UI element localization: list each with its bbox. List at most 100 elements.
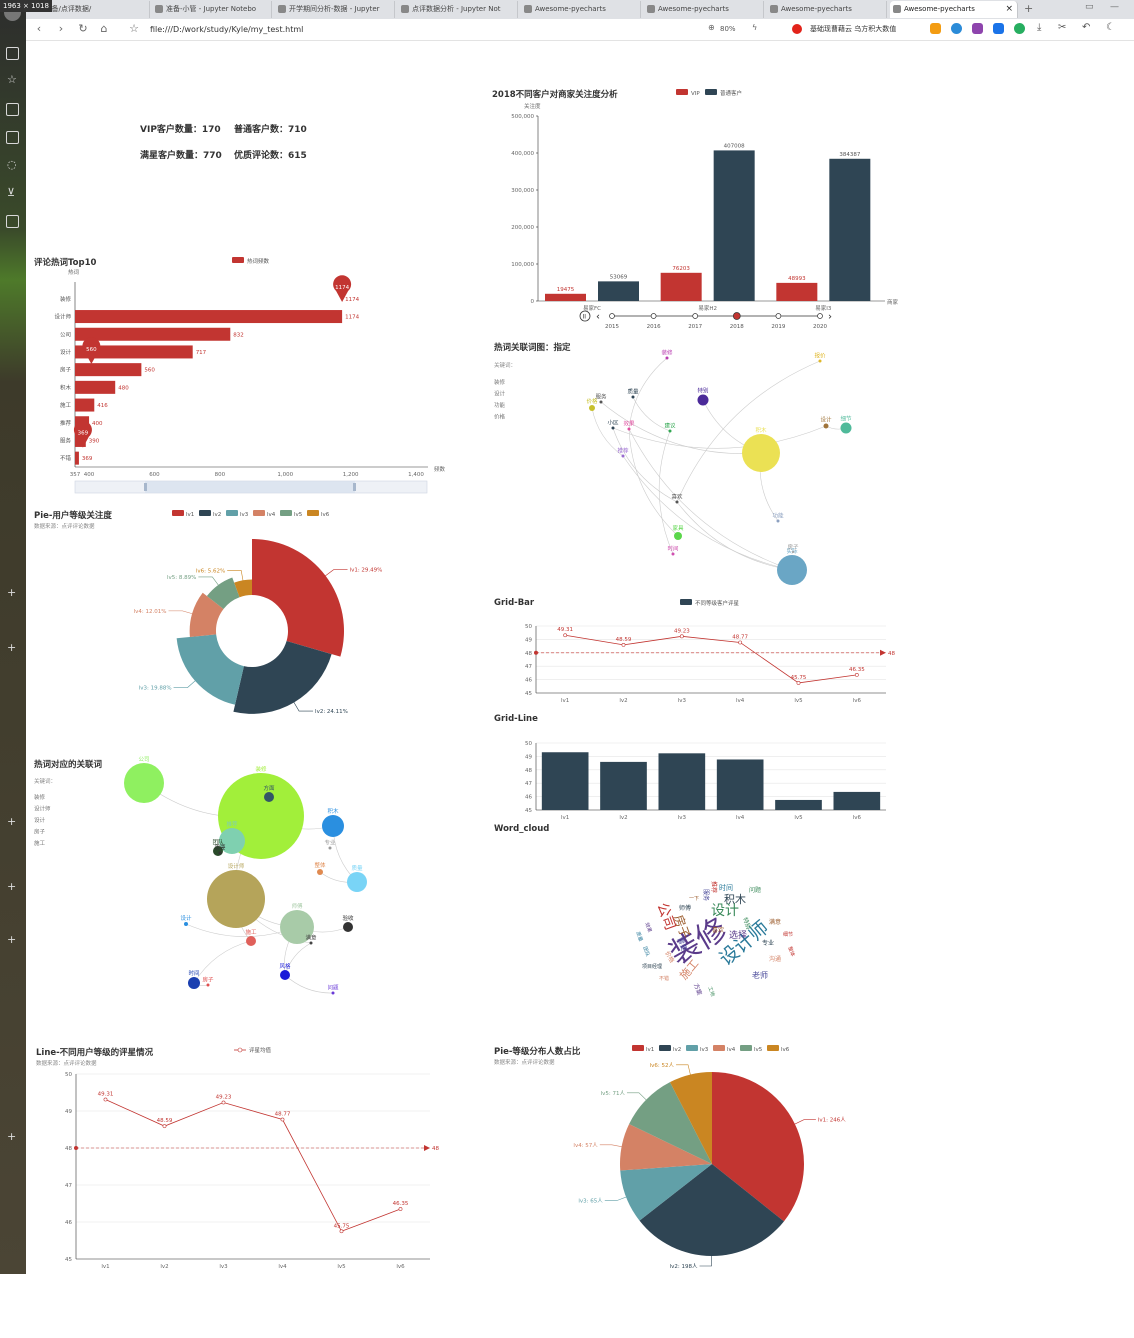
timeline-label: 2016 [647,324,661,330]
browser-tab-4[interactable]: 点评数据分析 - Jupyter Not [398,1,518,18]
legend-swatch [172,510,184,516]
sidebar-add-icon[interactable]: + [7,815,17,828]
download-icon[interactable]: ⤓ [1037,22,1042,33]
globe-icon [647,5,655,13]
graph-edge [612,425,827,449]
graph2-title: 热词对应的关联词 [34,760,103,770]
data-label: 45.75 [334,1223,350,1229]
x-tick-label: lv2 [619,698,627,704]
legend-label: 热词频数 [247,257,270,265]
sidebar-cart-icon[interactable]: ⊻ [7,186,16,199]
legend-vip-label: VIP [691,91,700,97]
label-line [792,1119,816,1126]
extension-cloud-icon[interactable] [951,23,962,34]
forward-icon[interactable]: › [58,22,64,35]
close-tab-icon[interactable]: × [1005,4,1013,14]
x-tick-label: lv1 [561,698,569,704]
bookmark-star-icon[interactable]: ☆ [129,22,139,35]
wordcloud-title: Word_cloud [494,824,550,834]
gridline-title: Grid-Line [494,714,538,724]
y-tick-label: 推荐 [60,419,72,427]
undo-icon[interactable]: ↶ [1082,22,1091,33]
browser-tab-6[interactable]: Awesome-pyecharts [644,1,764,18]
extension-ring-icon[interactable] [1014,23,1025,34]
sidebar-collection-icon[interactable] [6,47,19,60]
tab-label: 开学期间分析-数据 - Jupyter [289,5,380,13]
x-tick-label: 800 [215,472,226,478]
sidebar-tools-icon[interactable] [6,215,19,228]
window-menu-icon[interactable]: ▭ [1085,2,1094,12]
bar-积木 [75,380,116,394]
zoom-icon[interactable]: ⊕ [708,23,715,32]
graph-legend-item: 设计师 [34,805,51,813]
graph-node [627,427,631,431]
sidebar-chat-icon[interactable]: ◌ [7,158,17,171]
new-tab-icon[interactable]: + [1024,2,1034,15]
label-line [699,1253,712,1267]
sidebar-add-icon[interactable]: + [7,933,17,946]
browser-tab-active[interactable]: Awesome-pyecharts × [890,1,1018,18]
marker-pin [333,275,352,302]
night-mode-icon[interactable]: ☾ [1106,22,1115,33]
scissors-icon[interactable]: ✂ [1058,22,1067,33]
minimize-icon[interactable]: — [1110,2,1119,12]
graph-node [317,869,323,875]
pie-slice-lv2 [639,1164,784,1256]
legend-label: lv2 [213,512,221,518]
search-engine-icon[interactable] [792,24,802,34]
timeline-label: 2019 [771,324,785,330]
sidebar-favorites-icon[interactable]: ☆ [7,73,17,86]
data-label: 48993 [788,276,806,282]
bolt-icon[interactable]: ϟ [752,23,758,32]
series-line [105,1099,401,1232]
sidebar-reader-icon[interactable] [6,103,19,116]
home-icon[interactable]: ⌂ [100,22,108,35]
y-tick-label: 50 [525,624,532,630]
bar-施工 [75,398,95,412]
extension-p-icon[interactable] [993,23,1004,34]
pie-label: lv1: 29.49% [350,568,383,574]
graph-node [742,434,780,472]
url-field[interactable]: file:///D:/work/study/Kyle/my_test.html [150,25,304,34]
browser-tab-2[interactable]: 准备-小管 - Jupyter Notebo [152,1,272,18]
x-tick-label: lv5 [794,815,803,821]
tab-label: 准备-小管 - Jupyter Notebo [166,5,257,13]
sidebar-add-icon[interactable]: + [7,880,17,893]
sidebar-add-icon[interactable]: + [7,1130,17,1143]
extension-game-icon[interactable] [930,23,941,34]
graph-node [322,815,344,837]
graph-edge [632,396,671,432]
search-suggest[interactable]: 基础现曹藉云 乌方积大数值 [810,25,897,33]
zoom-level[interactable]: 80% [720,25,736,33]
extension-translate-icon[interactable] [972,23,983,34]
graph-node-label: 实际 [786,547,798,555]
sidebar-add-icon[interactable]: + [7,641,17,654]
sidebar-add-icon[interactable]: + [7,586,17,599]
word-cloud-word: 沟通 [769,955,781,963]
legend-swatch [632,1045,644,1051]
word-cloud-word: 细节 [783,931,793,938]
graph2-subtitle: 关键词： [34,779,57,785]
graph-node-label: 时间 [667,545,678,553]
browser-tab-3[interactable]: 开学期间分析-数据 - Jupyter [275,1,395,18]
timeline-point [650,313,657,319]
browser-tab-7[interactable]: Awesome-pyecharts [767,1,887,18]
data-label: 407008 [724,143,745,149]
x-tick-label: 易家H2 [698,304,717,312]
reload-icon[interactable]: ↻ [78,22,88,35]
legend-swatch [659,1045,671,1051]
browser-tab-5[interactable]: Awesome-pyecharts [521,1,641,18]
sidebar-video-icon[interactable] [6,131,19,144]
data-label: 49.31 [98,1092,114,1098]
timeline-next-icon: › [828,312,832,323]
graph-edge [284,974,334,994]
graph-node [246,936,256,946]
legend-swatch [199,510,211,516]
pie-slice-lv1 [252,539,345,657]
legend-swatch [680,599,692,605]
word-cloud-word: 选择 [729,929,747,941]
y-tick-label: 300,000 [511,188,534,194]
back-icon[interactable]: ‹ [36,22,42,35]
data-label: 717 [196,350,207,356]
